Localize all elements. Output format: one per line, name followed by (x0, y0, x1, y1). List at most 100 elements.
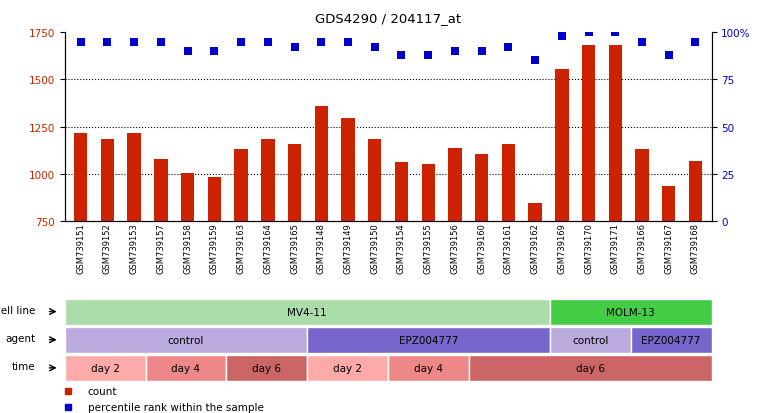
Text: day 6: day 6 (576, 363, 605, 373)
Bar (288, 145, 301, 221)
Point (689, 39, 702, 46)
Point (636, 39, 648, 46)
Point (368, 45, 380, 51)
Bar (388, 355, 469, 381)
Bar (342, 119, 355, 221)
Text: GSM739159: GSM739159 (210, 223, 219, 273)
Text: control: control (572, 335, 609, 345)
Text: GSM739154: GSM739154 (397, 223, 406, 273)
Point (315, 39, 327, 46)
Text: GSM739153: GSM739153 (129, 223, 139, 273)
Bar (145, 355, 227, 381)
Point (128, 39, 140, 46)
Point (182, 49, 194, 55)
Text: day 2: day 2 (333, 363, 362, 373)
Bar (501, 145, 515, 221)
Bar (314, 107, 328, 221)
Text: EPZ004777: EPZ004777 (399, 335, 458, 345)
Text: GSM739170: GSM739170 (584, 223, 593, 273)
Point (529, 58, 541, 64)
Bar (208, 177, 221, 221)
Text: control: control (167, 335, 204, 345)
Text: cell line: cell line (0, 306, 36, 316)
Point (449, 49, 461, 55)
Bar (234, 150, 248, 221)
Bar (307, 327, 550, 353)
Text: day 2: day 2 (91, 363, 119, 373)
Text: GSM739151: GSM739151 (76, 223, 85, 273)
Text: time: time (12, 362, 36, 372)
Text: GSM739160: GSM739160 (477, 223, 486, 273)
Text: GSM739157: GSM739157 (157, 223, 165, 273)
Text: agent: agent (5, 334, 36, 344)
Text: GSM739166: GSM739166 (638, 223, 647, 274)
Bar (368, 140, 381, 221)
Text: MOLM-13: MOLM-13 (607, 307, 655, 317)
Text: GSM739148: GSM739148 (317, 223, 326, 273)
Text: day 4: day 4 (414, 363, 443, 373)
Bar (582, 46, 595, 221)
Bar (307, 355, 388, 381)
Bar (422, 165, 435, 221)
Text: EPZ004777: EPZ004777 (642, 335, 701, 345)
Point (342, 39, 354, 46)
Text: GSM739171: GSM739171 (611, 223, 619, 273)
Text: GSM739158: GSM739158 (183, 223, 192, 273)
Point (610, 30, 622, 36)
Point (556, 33, 568, 40)
Bar (528, 204, 542, 221)
Point (582, 30, 594, 36)
Bar (74, 134, 88, 221)
Bar (65, 355, 145, 381)
Text: GSM739156: GSM739156 (451, 223, 460, 273)
Bar (227, 355, 307, 381)
Bar (689, 162, 702, 221)
Bar (469, 355, 712, 381)
Text: GSM739162: GSM739162 (530, 223, 540, 273)
Bar (635, 150, 648, 221)
Bar (556, 70, 568, 221)
Point (396, 52, 408, 59)
Point (235, 39, 247, 46)
Bar (100, 140, 114, 221)
Point (262, 39, 274, 46)
Bar (448, 149, 462, 221)
Point (75, 39, 87, 46)
Bar (181, 173, 194, 221)
Bar (261, 140, 275, 221)
Text: GSM739163: GSM739163 (237, 223, 246, 274)
Text: GSM739155: GSM739155 (424, 223, 433, 273)
Text: GDS4290 / 204117_at: GDS4290 / 204117_at (315, 12, 461, 25)
Text: GSM739165: GSM739165 (290, 223, 299, 273)
Text: count: count (88, 386, 117, 396)
Point (101, 39, 113, 46)
Text: day 6: day 6 (253, 363, 282, 373)
Point (502, 45, 514, 51)
Point (209, 49, 221, 55)
Text: percentile rank within the sample: percentile rank within the sample (88, 402, 263, 412)
Point (476, 49, 488, 55)
Bar (65, 299, 550, 325)
Bar (609, 46, 622, 221)
Text: GSM739152: GSM739152 (103, 223, 112, 273)
Text: GSM739164: GSM739164 (263, 223, 272, 273)
Text: GSM739161: GSM739161 (504, 223, 513, 273)
Point (663, 52, 675, 59)
Bar (550, 327, 631, 353)
Text: GSM739150: GSM739150 (371, 223, 379, 273)
Bar (631, 327, 712, 353)
Text: GSM739149: GSM739149 (343, 223, 352, 273)
Text: GSM739167: GSM739167 (664, 223, 673, 274)
Text: day 4: day 4 (171, 363, 200, 373)
Point (154, 39, 167, 46)
Bar (662, 187, 676, 221)
Bar (65, 327, 307, 353)
Bar (395, 163, 408, 221)
Point (288, 45, 301, 51)
Bar (128, 134, 141, 221)
Bar (550, 299, 712, 325)
Text: GSM739168: GSM739168 (691, 223, 700, 274)
Text: MV4-11: MV4-11 (288, 307, 327, 317)
Bar (154, 159, 167, 221)
Point (422, 52, 435, 59)
